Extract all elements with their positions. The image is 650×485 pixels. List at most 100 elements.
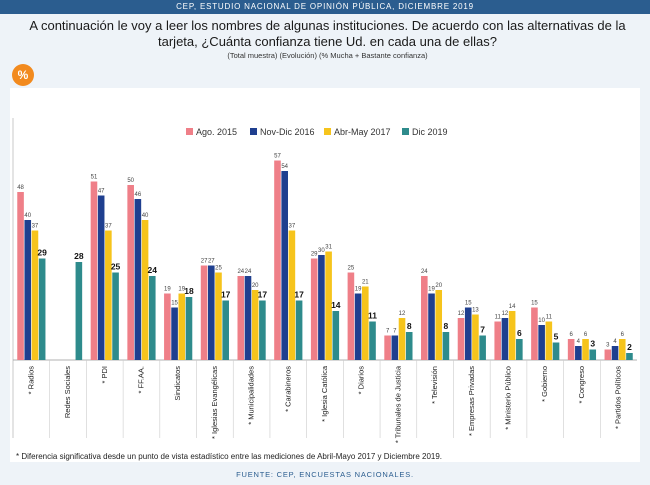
- data-label: 8: [407, 321, 412, 331]
- category-label: * Congreso: [577, 366, 586, 404]
- significance-footnote: * Diferencia significativa desde un punt…: [16, 452, 443, 461]
- data-label: 20: [252, 283, 259, 289]
- data-label: 19: [355, 287, 362, 293]
- bar: [552, 342, 560, 360]
- data-label: 11: [546, 315, 553, 321]
- data-label: 19: [428, 287, 435, 293]
- bar: [200, 265, 208, 360]
- bar: [105, 230, 112, 360]
- bar: [31, 230, 39, 360]
- data-label: 20: [435, 283, 442, 289]
- bar: [442, 332, 450, 360]
- data-label: 47: [98, 189, 105, 195]
- question-title: A continuación le voy a leer los nombres…: [29, 18, 626, 49]
- legend-label: Abr-May 2017: [334, 127, 391, 137]
- data-label: 19: [178, 287, 185, 293]
- legend-label: Ago. 2015: [196, 127, 237, 137]
- bar: [288, 230, 296, 360]
- legend-swatch: [402, 128, 409, 135]
- bar: [215, 272, 222, 360]
- category-label: * Ministerio Público: [504, 366, 513, 430]
- confidence-bar-chart: Ago. 2015 Nov-Dic 2016 Abr-May 2017 Dic 201…: [12, 118, 637, 443]
- data-label: 6: [621, 332, 625, 338]
- bar: [207, 265, 215, 360]
- data-label: 30: [318, 248, 325, 254]
- bar: [354, 293, 362, 360]
- bar: [508, 311, 516, 360]
- legend-label: Dic 2019: [412, 127, 448, 137]
- bar: [428, 293, 435, 360]
- bar: [531, 307, 538, 360]
- data-label: 51: [91, 175, 98, 181]
- data-label: 2: [627, 342, 632, 352]
- data-label: 12: [458, 311, 465, 317]
- bar: [435, 290, 443, 360]
- bar: [567, 339, 575, 360]
- data-label: 37: [289, 224, 296, 230]
- bar: [38, 258, 46, 360]
- bar: [310, 258, 318, 360]
- source-note: FUENTE: CEP, ENCUESTAS NACIONALES.: [236, 470, 414, 479]
- bar: [244, 276, 252, 360]
- data-label: 21: [362, 280, 369, 286]
- data-label: 11: [495, 315, 502, 321]
- legend-label: Nov-Dic 2016: [260, 127, 315, 137]
- data-label: 18: [184, 286, 194, 296]
- bar: [589, 349, 597, 360]
- data-label: 13: [472, 308, 479, 314]
- bar: [347, 272, 355, 360]
- bar: [75, 262, 83, 360]
- bar: [185, 297, 193, 360]
- data-label: 6: [584, 332, 588, 338]
- legend-swatch: [250, 128, 257, 135]
- bar: [457, 318, 465, 360]
- bar: [134, 199, 142, 360]
- category-label: * PDI: [100, 366, 109, 384]
- data-label: 11: [368, 311, 377, 321]
- category-label: Sindicatos: [173, 366, 182, 401]
- bar: [362, 286, 369, 360]
- bar: [112, 272, 119, 360]
- bar: [24, 220, 32, 360]
- category-label: * Empresas Privadas: [467, 366, 476, 436]
- data-label: 6: [569, 332, 573, 338]
- data-label: 57: [274, 154, 281, 160]
- category-label: * Televisión: [430, 366, 439, 404]
- bar: [97, 195, 105, 360]
- data-label: 7: [393, 329, 397, 335]
- data-label: 7: [480, 325, 485, 335]
- category-label: * Partidos Políticos: [614, 366, 623, 429]
- survey-banner: CEP, ESTUDIO NACIONAL DE OPINIÓN PÚBLICA…: [0, 0, 650, 14]
- bar: [384, 335, 391, 360]
- bar: [259, 300, 266, 360]
- data-label: 37: [32, 224, 39, 230]
- category-label: * Diarios: [357, 366, 366, 395]
- data-label: 4: [577, 339, 581, 345]
- data-label: 31: [325, 245, 332, 251]
- data-label: 12: [502, 311, 509, 317]
- legend-swatch: [324, 128, 331, 135]
- bar: [611, 346, 619, 360]
- bar: [545, 321, 553, 360]
- bar: [274, 160, 281, 360]
- data-label: 24: [421, 269, 428, 275]
- data-label: 46: [135, 192, 142, 198]
- data-label: 15: [465, 301, 472, 307]
- bar: [405, 332, 413, 360]
- data-label: 6: [517, 328, 522, 338]
- data-label: 12: [399, 311, 406, 317]
- data-label: 24: [148, 265, 158, 275]
- data-label: 3: [590, 339, 595, 349]
- bar: [164, 293, 171, 360]
- data-label: 24: [237, 269, 244, 275]
- data-label: 40: [142, 213, 149, 219]
- bar: [171, 307, 178, 360]
- data-label: 4: [613, 339, 617, 345]
- data-label: 7: [386, 329, 390, 335]
- data-label: 27: [201, 259, 208, 265]
- bar: [318, 255, 325, 360]
- bar: [464, 307, 472, 360]
- bar: [494, 321, 502, 360]
- data-label: 8: [444, 321, 449, 331]
- category-label: * Iglesias Evangélicas: [210, 366, 219, 439]
